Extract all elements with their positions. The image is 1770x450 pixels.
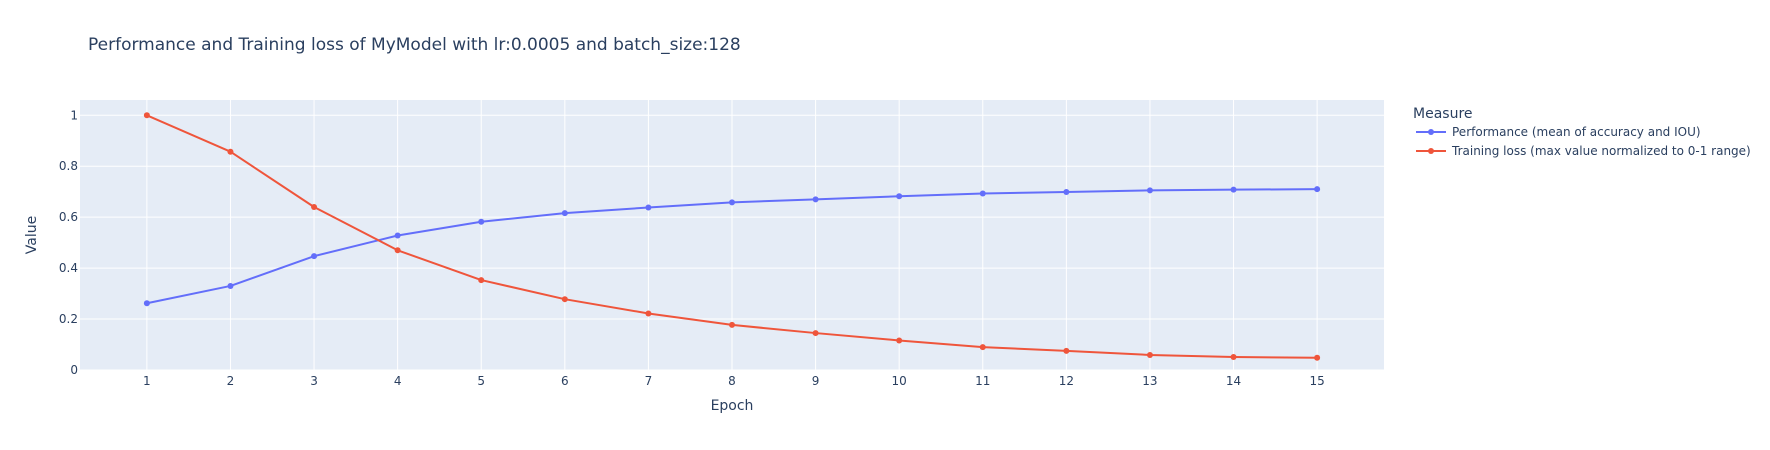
legend-label: Performance (mean of accuracy and IOU) [1452,125,1701,139]
data-point[interactable] [1314,354,1321,361]
data-point[interactable] [645,204,652,211]
y-tick-label: 1 [70,108,78,122]
x-tick-label: 10 [892,374,907,388]
x-tick-label: 8 [728,374,736,388]
legend-swatch-marker [1428,148,1434,154]
y-tick-label: 0.8 [59,159,78,173]
legend-item-1[interactable]: Performance (mean of accuracy and IOU) [1416,125,1701,139]
x-tick-label: 4 [394,374,402,388]
x-tick-label: 14 [1226,374,1241,388]
x-tick-label: 7 [645,374,653,388]
legend-items[interactable]: Performance (mean of accuracy and IOU) Tr… [1416,125,1751,158]
y-tick-label: 0.2 [59,312,78,326]
data-point[interactable] [478,277,485,284]
x-tick-label: 13 [1142,374,1157,388]
x-tick-label: 11 [975,374,990,388]
legend-label: Training loss (max value normalized to 0… [1451,144,1751,158]
data-point[interactable] [1230,186,1237,193]
y-tick-label: 0 [70,363,78,377]
data-point[interactable] [1314,186,1321,193]
legend-title: Measure [1413,106,1473,122]
y-tick-label: 0.4 [59,261,78,275]
series-1[interactable] [143,186,1321,307]
x-tick-label: 2 [227,374,235,388]
data-point[interactable] [394,232,401,239]
x-tick-label: 9 [812,374,820,388]
x-tick-label: 15 [1309,374,1324,388]
x-tick-label: 6 [561,374,569,388]
data-point[interactable] [812,330,819,337]
data-point[interactable] [478,218,485,225]
data-point[interactable] [812,196,819,203]
data-point[interactable] [561,210,568,217]
data-point[interactable] [227,282,234,289]
data-point[interactable] [227,148,234,155]
data-point[interactable] [896,337,903,344]
data-point[interactable] [561,296,568,303]
data-point[interactable] [645,310,652,317]
data-point[interactable] [311,253,318,260]
x-tick-label: 3 [310,374,318,388]
data-point[interactable] [1230,354,1237,361]
x-tick-label: 1 [143,374,151,388]
data-point[interactable] [979,344,986,351]
data-point[interactable] [394,247,401,254]
y-tick-label: 0.6 [59,210,78,224]
x-axis-title: Epoch [711,398,754,414]
x-tick-label: 5 [477,374,485,388]
series-layer [143,112,1321,361]
data-point[interactable] [979,190,986,197]
data-point[interactable] [143,300,150,307]
legend[interactable]: Measure Performance (mean of accuracy an… [1413,106,1751,158]
x-tick-label: 12 [1059,374,1074,388]
data-point[interactable] [729,321,735,328]
data-point[interactable] [1063,188,1070,195]
legend-swatch-marker [1428,129,1434,135]
gridlines [80,100,1384,371]
series-2[interactable] [143,112,1321,361]
data-point[interactable] [1146,187,1153,194]
data-point[interactable] [143,112,150,119]
legend-item-2[interactable]: Training loss (max value normalized to 0… [1416,144,1751,158]
data-point[interactable] [1146,351,1153,358]
chart-title: Performance and Training loss of MyModel… [88,35,741,55]
data-point[interactable] [311,203,318,210]
data-point[interactable] [1063,347,1070,354]
y-axis-title: Value [24,216,40,254]
data-point[interactable] [729,199,735,206]
data-point[interactable] [896,193,903,200]
